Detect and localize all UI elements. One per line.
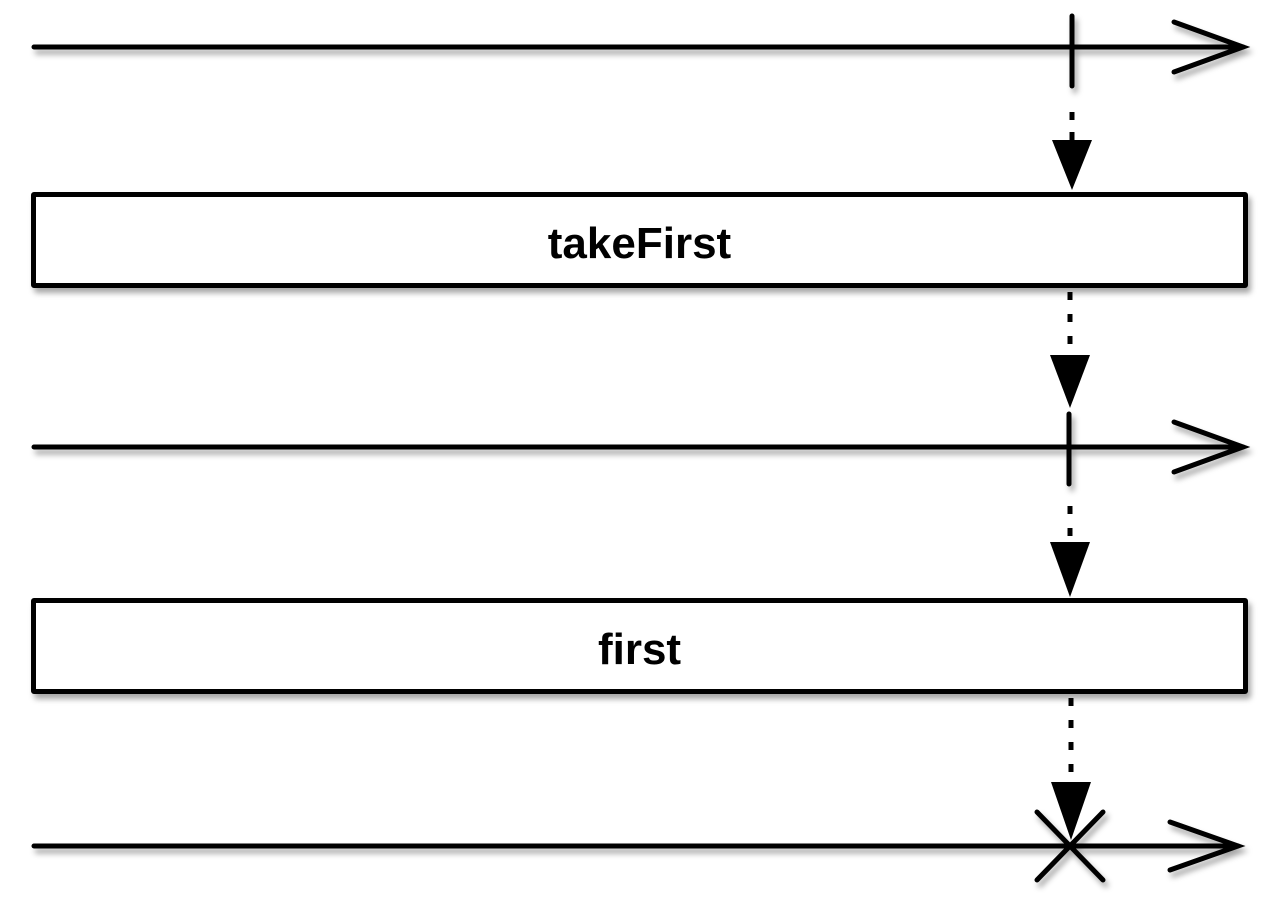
connector-output-to-first — [1050, 506, 1090, 597]
operator-label-takefirst: takeFirst — [547, 219, 732, 268]
connector-arrowhead — [1050, 542, 1090, 597]
timeline-after-takefirst — [31, 411, 1251, 487]
operator-label-first: first — [597, 625, 682, 674]
operator-box-takefirst: takeFirst — [31, 192, 1248, 288]
timeline-source — [31, 13, 1251, 89]
connector-first-to-result — [1051, 698, 1091, 840]
timeline-arrowhead — [1171, 419, 1251, 475]
timeline-after-first — [31, 809, 1246, 883]
connector-arrowhead — [1052, 140, 1092, 190]
timeline-arrowhead — [1167, 819, 1246, 873]
connector-arrowhead — [1051, 782, 1091, 840]
connector-source-to-takefirst — [1052, 112, 1092, 190]
error-mark-stroke-b — [1034, 809, 1106, 883]
connector-arrowhead — [1050, 355, 1090, 408]
operator-box-first: first — [31, 598, 1248, 694]
connector-takefirst-to-output — [1050, 292, 1090, 408]
timeline-arrowhead — [1171, 19, 1251, 75]
